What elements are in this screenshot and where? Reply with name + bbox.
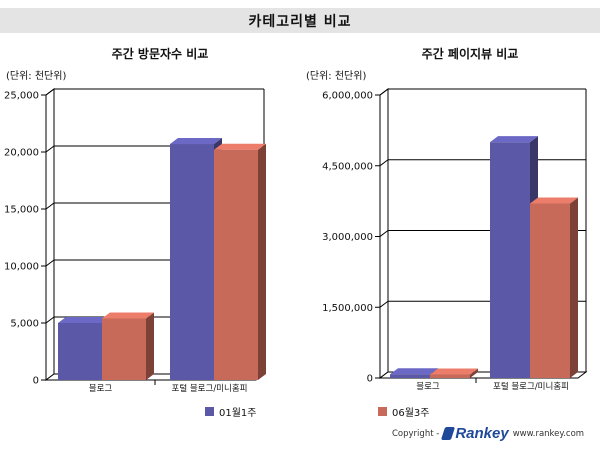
- chart-1-category-label-1: 블로그: [89, 383, 113, 394]
- chart-2-bar-1-1: [390, 374, 430, 378]
- chart-2-bar-top-1-1: [390, 368, 438, 375]
- chart-1-ytick-label: 15,000: [4, 205, 39, 216]
- rankey-logo-icon: [441, 427, 456, 440]
- legend-label-series-1: 01월1주: [219, 408, 257, 419]
- legend-item-series-1: 01월1주: [205, 404, 257, 419]
- page-title: 카테고리별 비교: [248, 13, 352, 30]
- chart-1-category-label-2: 포털 블로그/미니홈피: [172, 383, 248, 394]
- chart-1-gridline-diag: [45, 259, 55, 267]
- chart-1-bar-2-2: [214, 149, 258, 380]
- rankey-logo-text: Rankey: [455, 425, 509, 442]
- chart-2-bar-1-2: [430, 374, 470, 378]
- chart-2-title: 주간 페이지뷰 비교: [421, 47, 519, 61]
- chart-2-ytick-label: 3,000,000: [322, 232, 373, 243]
- chart-1-bar-2-1: [170, 144, 214, 380]
- chart-1-bar-1-1: [58, 323, 102, 380]
- chart-2-bar-top-2-1: [490, 136, 538, 143]
- chart-1-bar-top-1-1: [58, 317, 110, 323]
- footer: Copyright - Rankey www.rankey.com: [392, 425, 584, 442]
- copyright-text: Copyright -: [392, 428, 440, 439]
- chart-1-bar-top-2-1: [170, 138, 222, 145]
- chart-1-title: 주간 방문자수 비교: [111, 47, 209, 61]
- chart-2-gridline-diag: [379, 88, 389, 96]
- chart-1-bar-side-2-2: [258, 143, 266, 380]
- chart-2-bar-2-1: [490, 142, 530, 378]
- chart-2-bar-top-2-2: [530, 197, 578, 204]
- chart-2-bar-2-2: [530, 203, 570, 378]
- chart-1-gridline-diag: [45, 88, 55, 96]
- chart-2-ytick-label: 4,500,000: [322, 161, 373, 172]
- chart-1-ytick-label: 20,000: [4, 148, 39, 159]
- chart-1-bar-1-2: [102, 318, 146, 380]
- chart-1-gridline-diag: [45, 316, 55, 324]
- chart-2-category-label-2: 포털 블로그/미니홈피: [493, 381, 569, 392]
- chart-1-bar-top-1-2: [102, 312, 154, 319]
- chart-2-ytick-label: 0: [367, 374, 373, 385]
- chart-1-gridline-diag: [45, 202, 55, 210]
- legend-label-series-2: 06월3주: [392, 408, 430, 419]
- chart-1-gridline-diag: [45, 145, 55, 153]
- chart-2-ytick-label: 1,500,000: [322, 303, 373, 314]
- chart-1-ytick-label: 5,000: [10, 319, 39, 330]
- chart-2-bar-top-1-2: [430, 368, 478, 375]
- chart-2-bar-side-1-2: [470, 368, 478, 378]
- chart-1-bar-top-2-2: [214, 143, 266, 150]
- page-header: 카테고리별 비교: [0, 8, 600, 33]
- chart-2-gridline-diag: [379, 300, 389, 308]
- chart-1-ytick-label: 25,000: [4, 91, 39, 102]
- chart-1-unit-label: (단위: 천단위): [6, 71, 67, 82]
- chart-2-category-label-1: 블로그: [416, 381, 440, 392]
- chart-1-ytick-label: 10,000: [4, 262, 39, 273]
- chart-2-gridline-diag: [379, 230, 389, 237]
- legend-swatch-series-1: [205, 407, 214, 416]
- site-url: www.rankey.com: [512, 428, 585, 439]
- rankey-logo: Rankey: [441, 425, 509, 442]
- chart-1-ytick-label: 0: [33, 376, 39, 387]
- chart-1-side-wall: [45, 88, 55, 381]
- chart-2-gridline-diag: [379, 159, 389, 167]
- chart-2-bar-side-2-2: [570, 197, 578, 378]
- legend-swatch-series-2: [378, 407, 387, 416]
- chart-2-unit-label: (단위: 천단위): [306, 71, 367, 82]
- legend-item-series-2: 06월3주: [378, 404, 430, 419]
- chart-2-ytick-label: 6,000,000: [322, 91, 373, 102]
- chart-1-bar-side-1-2: [146, 312, 154, 380]
